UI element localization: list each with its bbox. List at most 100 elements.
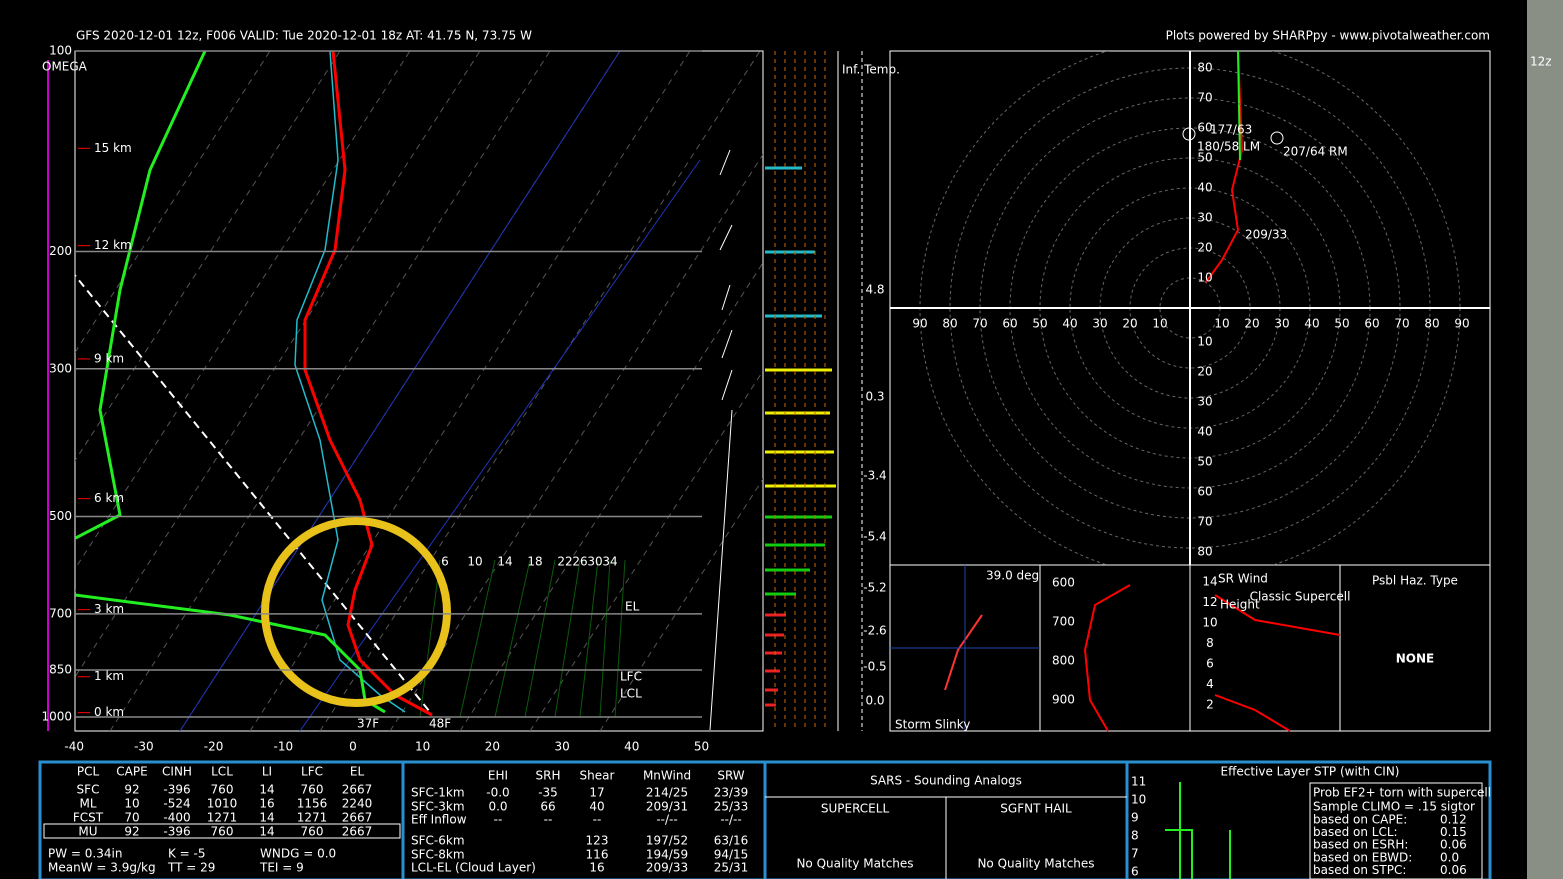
kin-label: SFC-6km — [411, 834, 465, 848]
kin-cell: 23/39 — [714, 786, 749, 800]
pressure-label: 200 — [49, 244, 72, 258]
hodo-label: 30 — [1274, 317, 1289, 331]
srwind-trace — [1214, 594, 1341, 636]
hodo-label: 50 — [1334, 317, 1349, 331]
inferred-value: -0.5 — [863, 660, 886, 674]
thermo-cell: 2240 — [342, 797, 373, 811]
storm-motion — [1182, 127, 1196, 141]
stp-cell: 0.12 — [1440, 813, 1467, 827]
kin-cell: 197/52 — [646, 834, 688, 848]
kin-cell: 214/25 — [646, 786, 688, 800]
inferred-value: 0.3 — [865, 390, 884, 404]
thermo-cell: 1156 — [297, 797, 328, 811]
srwind-tick: 6 — [1206, 657, 1214, 671]
kin-cell: 16 — [589, 861, 604, 875]
kin-cell: --/-- — [720, 813, 741, 827]
kin-cell: 209/33 — [646, 861, 688, 875]
stp-cell: based on LCL: — [1313, 825, 1398, 839]
hazard-value: NONE — [1396, 652, 1434, 666]
kin-cell: 66 — [540, 800, 555, 814]
x-tick-label: -10 — [273, 740, 293, 754]
stp-cell: based on STPC: — [1313, 863, 1406, 877]
kin-cell: --/-- — [656, 813, 677, 827]
hodo-label: 10 — [1152, 317, 1167, 331]
thermo-cell: 14 — [259, 825, 274, 839]
hodo-label: 20 — [1197, 365, 1212, 379]
mixing-label: 30 — [587, 555, 602, 569]
thermo-cell: 14 — [259, 811, 274, 825]
stp-cell: 0.15 — [1440, 825, 1467, 839]
pressure-label: 500 — [49, 509, 72, 523]
pressure-label: 100 — [49, 44, 72, 58]
kin-cell: -- — [544, 813, 553, 827]
kin-cell: 25/31 — [714, 861, 749, 875]
hodo-label: 60 — [1197, 485, 1212, 499]
thermo-header: LCL — [211, 765, 233, 779]
stp-title: Effective Layer STP (with CIN) — [1221, 765, 1400, 779]
stp-box-sub: Sample CLIMO = .15 sigtor — [1313, 800, 1475, 814]
inferred-title: Inf. Temp. — [842, 63, 900, 77]
hodo-motion: 209/33 — [1245, 228, 1287, 242]
credit: Plots powered by SHARPpy - www.pivotalwe… — [1166, 29, 1490, 43]
hodo-label: 30 — [1197, 395, 1212, 409]
height-label: 9 km — [94, 351, 124, 365]
stp-cell: 0.0 — [1440, 850, 1459, 864]
thermo-cell: 70 — [124, 811, 139, 825]
x-tick-label: 50 — [694, 740, 709, 754]
hodo-label: 80 — [942, 317, 957, 331]
side-label: 12z — [1530, 55, 1552, 69]
kin-cell: -0.0 — [486, 786, 509, 800]
x-tick-label: 30 — [554, 740, 569, 754]
thermo-header: LFC — [301, 765, 323, 779]
sars-msg: No Quality Matches — [796, 857, 913, 871]
hodo-label: 20 — [1197, 241, 1212, 255]
stp-tick: 10 — [1131, 793, 1146, 807]
hodo-trace-upper — [1237, 50, 1241, 161]
theta-pressure: 600 — [1052, 576, 1075, 590]
stp-cell: 0.06 — [1440, 838, 1467, 852]
sars-supercell: SUPERCELL — [821, 802, 890, 816]
kin-header: Shear — [580, 769, 615, 783]
slinky-angle: 39.0 deg — [986, 569, 1039, 583]
thermo-header: CINH — [162, 765, 192, 779]
inset-frames — [837, 51, 1491, 732]
skewt-traces — [75, 51, 763, 731]
thermo-index: MeanW = 3.9g/kg — [48, 861, 156, 875]
theta-pressure: 800 — [1052, 654, 1075, 668]
stp-cell: based on ESRH: — [1313, 838, 1408, 852]
sars-title: SARS - Sounding Analogs — [870, 774, 1022, 788]
sfc-temp: 48F — [429, 717, 451, 731]
srwind-tick: 2 — [1206, 698, 1214, 712]
hodo-label: 50 — [1197, 455, 1212, 469]
slinky — [944, 614, 983, 691]
hodo-label: 60 — [1364, 317, 1379, 331]
x-tick-label: 40 — [624, 740, 639, 754]
srwind-trace-low — [1214, 694, 1291, 732]
title: GFS 2020-12-01 12z, F006 VALID: Tue 2020… — [76, 29, 532, 43]
storm-motion — [1270, 131, 1284, 145]
hodo-motion: 177/63 — [1210, 123, 1252, 137]
stp-tick: 9 — [1131, 811, 1139, 825]
hodo-label: 30 — [1092, 317, 1107, 331]
stp-cell: 0.06 — [1440, 863, 1467, 877]
pressure-label: 850 — [49, 662, 72, 676]
thermo-cell: 16 — [259, 797, 274, 811]
omega-label: OMEGA — [42, 60, 88, 74]
wind-barbs — [709, 149, 733, 731]
kin-cell: 194/59 — [646, 848, 688, 862]
kin-header: EHI — [488, 769, 508, 783]
hodo-label: 70 — [972, 317, 987, 331]
stp-cell: based on EBWD: — [1313, 850, 1412, 864]
thermo-cell: 14 — [259, 783, 274, 797]
height-label: 0 km — [94, 705, 124, 719]
kin-label: LCL-EL (Cloud Layer) — [411, 861, 536, 875]
hodo-label: 70 — [1394, 317, 1409, 331]
stp-box — [1309, 782, 1483, 879]
thermo-cell: 92 — [124, 825, 139, 839]
x-tick-label: -30 — [134, 740, 154, 754]
height-label: 12 km — [94, 238, 132, 252]
thermo-index: K = -5 — [168, 847, 206, 861]
kin-cell: 40 — [589, 800, 604, 814]
kin-header: MnWind — [643, 769, 691, 783]
srwind-tick: 8 — [1206, 636, 1214, 650]
